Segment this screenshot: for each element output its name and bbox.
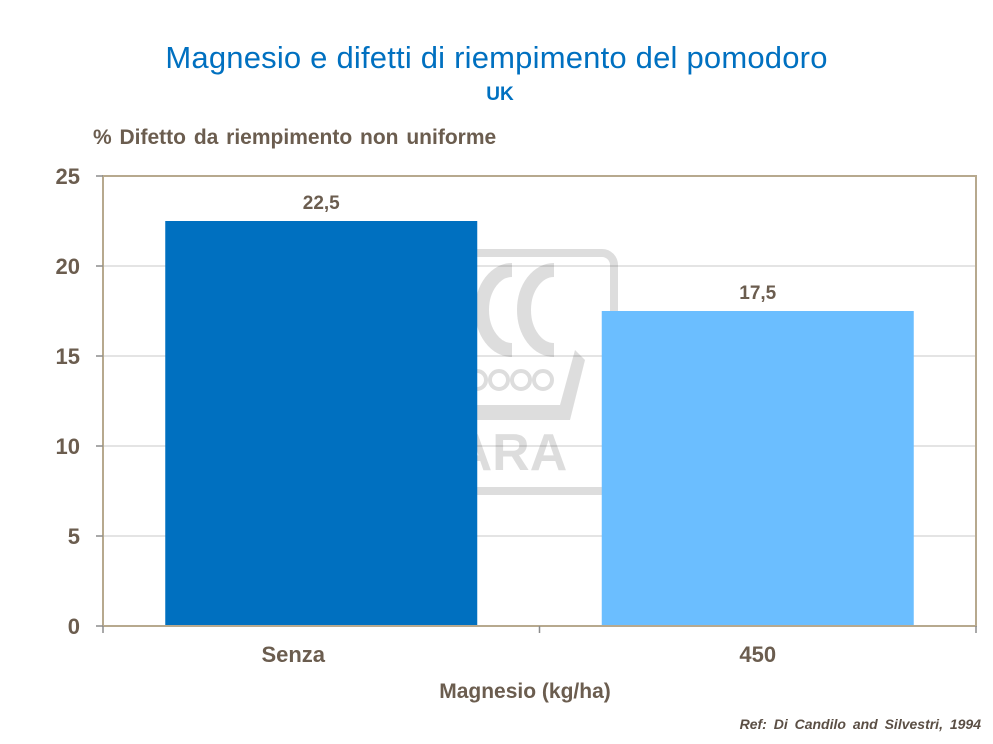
- reference-note: Ref: Di Candilo and Silvestri, 1994: [739, 716, 981, 732]
- data-label: 17,5: [739, 283, 776, 304]
- y-axis-label: % Difetto da riempimento non uniforme: [93, 126, 497, 149]
- y-tick-label: 20: [56, 254, 80, 279]
- x-tick-label: Senza: [261, 642, 325, 667]
- y-tick-label: 10: [56, 434, 80, 459]
- y-tick-label: 25: [56, 164, 80, 189]
- data-label: 22,5: [303, 193, 340, 214]
- bar-senza: [165, 221, 478, 626]
- chart-subtitle: UK: [486, 84, 514, 105]
- x-axis-label: Magnesio (kg/ha): [439, 680, 611, 703]
- y-tick-label: 0: [68, 614, 80, 639]
- y-tick-label: 5: [68, 524, 80, 549]
- chart-title: Magnesio e difetti di riempimento del po…: [165, 40, 828, 75]
- x-tick-label: 450: [739, 642, 776, 667]
- y-tick-label: 15: [56, 344, 80, 369]
- bar-450: [601, 311, 914, 626]
